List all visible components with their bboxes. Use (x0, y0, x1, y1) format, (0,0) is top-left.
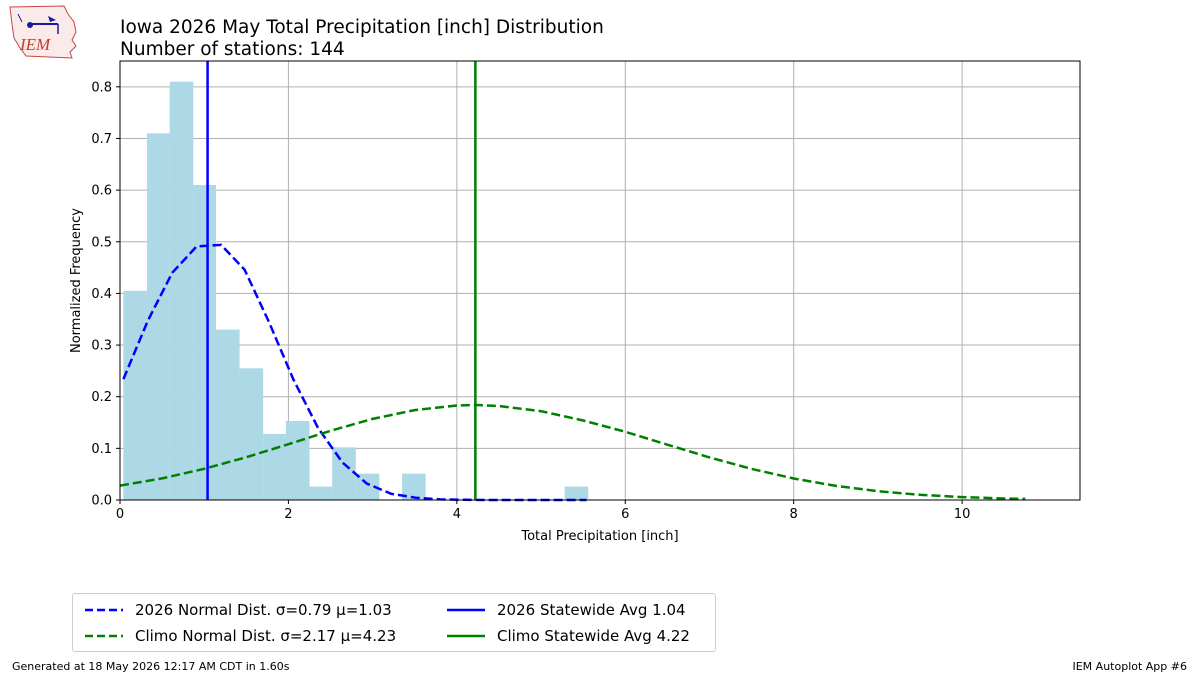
y-tick-label: 0.8 (91, 80, 112, 95)
y-tick-label: 0.0 (91, 494, 112, 509)
y-tick-label: 0.7 (91, 132, 112, 147)
x-tick-label: 6 (621, 507, 629, 522)
histogram-bar (263, 433, 286, 500)
legend-swatch-2026-normal (85, 608, 123, 612)
legend-item-2026-normal: 2026 Normal Dist. σ=0.79 μ=1.03 (81, 599, 392, 621)
y-tick-label: 0.4 (91, 287, 112, 302)
histogram-bar (239, 368, 264, 500)
chart-plot: 0 2 4 6 8 10 0.0 0.1 0.2 0.3 0.4 0.5 0.6 0.7 0.8 Total… (69, 60, 1081, 544)
histogram-bar (123, 290, 147, 500)
histogram-bar (402, 473, 426, 500)
legend-item-climo-avg: Climo Statewide Avg 4.22 (443, 625, 690, 647)
legend-swatch-climo-avg (447, 634, 485, 638)
histogram-bar (355, 473, 380, 500)
legend-item-2026-avg: 2026 Statewide Avg 1.04 (443, 599, 686, 621)
x-axis-label: Total Precipitation [inch] (520, 529, 678, 544)
chart-title: Iowa 2026 May Total Precipitation [inch]… (120, 17, 604, 38)
legend-label-2026-avg: 2026 Statewide Avg 1.04 (497, 601, 686, 619)
histogram-bar (285, 420, 310, 500)
histogram-bar (332, 447, 356, 500)
legend-label-climo-normal: Climo Normal Dist. σ=2.17 μ=4.23 (135, 627, 397, 645)
chart-legend: 2026 Normal Dist. σ=0.79 μ=1.03 Climo No… (72, 593, 716, 652)
average-lines (206, 61, 477, 500)
y-tick-label: 0.6 (91, 184, 112, 199)
x-tick-label: 2 (284, 507, 292, 522)
legend-label-climo-avg: Climo Statewide Avg 4.22 (497, 627, 690, 645)
x-tick-label: 8 (790, 507, 798, 522)
histogram-bar (146, 133, 170, 500)
histogram-bars (123, 81, 589, 501)
chart-subtitle: Number of stations: 144 (120, 39, 345, 60)
chart-titles: Iowa 2026 May Total Precipitation [inch]… (120, 17, 604, 61)
x-tick-label: 0 (116, 507, 124, 522)
y-axis-label: Normalized Frequency (69, 208, 84, 353)
legend-swatch-2026-avg (447, 608, 485, 612)
iem-logo: IEM (9, 5, 77, 59)
histogram-bar (564, 486, 589, 500)
legend-item-climo-normal: Climo Normal Dist. σ=2.17 μ=4.23 (81, 625, 396, 647)
y-tick-label: 0.3 (91, 339, 112, 354)
legend-label-2026-normal: 2026 Normal Dist. σ=0.79 μ=1.03 (135, 601, 392, 619)
histogram-bar (216, 329, 240, 500)
plot-frame (119, 60, 1081, 501)
x-tick-label: 10 (954, 507, 971, 522)
y-tick-label: 0.1 (91, 442, 112, 457)
logo-text: IEM (19, 35, 51, 54)
y-tick-label: 0.5 (91, 235, 112, 250)
footer-app: IEM Autoplot App #6 (1072, 660, 1187, 673)
axis-ticks: 0 2 4 6 8 10 0.0 0.1 0.2 0.3 0.4 0.5 0.6 0.7 0.8 (91, 80, 970, 522)
footer-generated: Generated at 18 May 2026 12:17 AM CDT in… (12, 660, 290, 673)
series-curve-1 (119, 403, 1026, 501)
legend-swatch-climo-normal (85, 634, 123, 638)
histogram-bar (193, 184, 216, 500)
x-tick-label: 4 (453, 507, 461, 522)
histogram-bar (309, 486, 333, 500)
y-tick-label: 0.2 (91, 390, 112, 405)
histogram-bar (169, 81, 194, 501)
